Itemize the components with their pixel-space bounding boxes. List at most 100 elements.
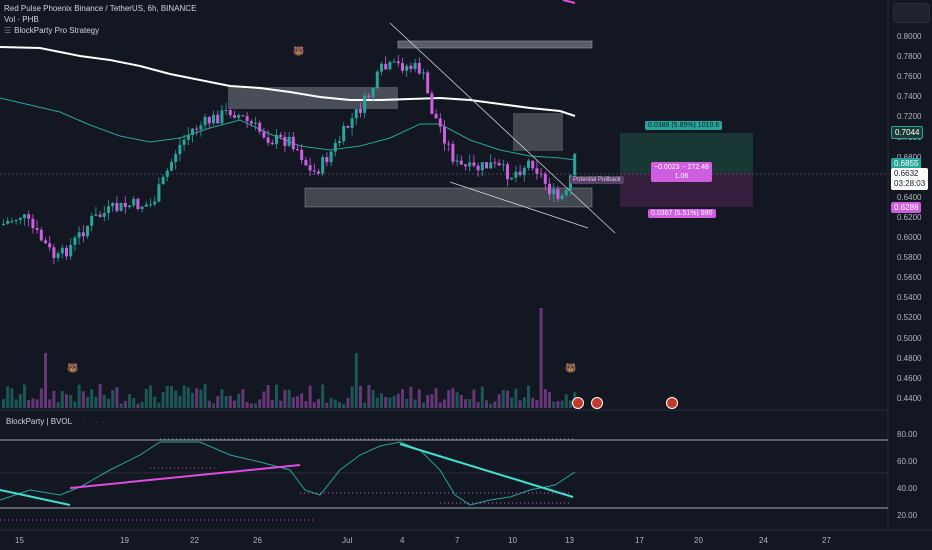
candle-body — [35, 228, 39, 230]
volume-bar — [245, 401, 249, 408]
volume-legend[interactable]: Vol · PHB — [4, 15, 39, 24]
time-axis-label: Jul — [342, 536, 353, 545]
volume-bar — [312, 402, 316, 408]
candle-body — [354, 108, 358, 119]
candle-body — [396, 61, 400, 64]
candle-body — [543, 173, 547, 184]
volume-bar — [569, 400, 572, 408]
candle-body — [69, 244, 73, 257]
symbol-title[interactable]: Red Pulse Phoenix Binance / TetherUS, 6h… — [4, 4, 197, 13]
candle-body — [86, 225, 89, 237]
candle-body — [283, 136, 287, 146]
candle-body — [241, 115, 245, 117]
volume-bar — [342, 403, 346, 408]
volume-bar — [522, 397, 526, 408]
candle-body — [522, 167, 526, 176]
volume-bar — [153, 396, 157, 408]
volume-bar — [354, 353, 358, 408]
volume-bar — [476, 402, 480, 408]
price-axis-label: 0.8000 — [897, 32, 922, 41]
volume-bar — [23, 384, 26, 408]
candle-body — [455, 160, 459, 162]
time-axis-label: 22 — [190, 536, 199, 545]
volume-bar — [270, 399, 274, 408]
candle-body — [161, 176, 165, 185]
volume-bar — [405, 398, 409, 408]
volume-bar — [413, 399, 417, 408]
price-axis-label: 0.7600 — [897, 72, 922, 82]
candle-body — [132, 198, 136, 206]
settings-icon[interactable] — [893, 3, 930, 23]
price-axis-label: 0.6400 — [897, 192, 922, 202]
candle-body — [468, 162, 472, 167]
pullback-zone — [513, 113, 563, 151]
time-axis-label: 13 — [565, 536, 574, 545]
candle-body — [514, 171, 518, 178]
bvol-axis-80: 80.00 — [897, 430, 918, 439]
volume-bar — [543, 388, 547, 408]
candle-body — [497, 162, 501, 166]
indicator-title[interactable]: BlockParty | BVOL — [6, 417, 73, 426]
volume-bar — [535, 399, 539, 408]
volume-bar — [552, 401, 556, 408]
volume-bar — [86, 396, 89, 408]
demand-zone — [304, 187, 593, 208]
volume-bar — [438, 402, 442, 408]
volume-bar — [506, 390, 509, 408]
price-axis-label: 0.7400 — [897, 92, 922, 102]
candle-body — [44, 240, 47, 244]
stop-price-tag: 0.6288 — [891, 202, 922, 213]
volume-bar — [149, 385, 152, 408]
volume-bar — [111, 390, 115, 408]
volume-bar — [539, 308, 543, 408]
us-flag-icon[interactable] — [591, 397, 603, 409]
volume-bar — [308, 385, 312, 408]
volume-bar — [170, 386, 173, 408]
volume-bar — [384, 396, 388, 408]
us-flag-icon[interactable] — [572, 397, 584, 409]
candle-body — [417, 62, 421, 74]
volume-bar — [380, 393, 383, 408]
time-axis-label: 20 — [694, 536, 703, 545]
candle-body — [564, 190, 568, 196]
bvol-line — [0, 441, 576, 506]
us-flag-icon[interactable] — [666, 397, 678, 409]
volume-bar — [422, 402, 425, 408]
volume-bar — [161, 391, 165, 408]
candle-body — [472, 162, 476, 166]
candle-body — [228, 109, 232, 116]
strategy-legend[interactable]: ☰ BlockParty Pro Strategy — [4, 26, 99, 35]
volume-bar — [174, 390, 178, 408]
volume-bar — [518, 400, 522, 408]
candle-body — [56, 253, 60, 258]
volume-bar — [69, 395, 73, 408]
candle-body — [90, 215, 94, 226]
candle-body — [14, 219, 18, 222]
time-axis-label: 26 — [253, 536, 262, 545]
price-axis-label: 0.4600 — [897, 373, 922, 383]
volume-bar — [468, 399, 472, 408]
candle-body — [459, 160, 463, 165]
bear-emoji-icon: 🐻 — [565, 363, 577, 373]
candle-body — [52, 247, 56, 258]
time-axis-label: 19 — [120, 536, 129, 545]
volume-bar — [346, 397, 350, 408]
position-middle-line1: −0.0023 − 272.48 — [654, 164, 709, 171]
candle-body — [212, 114, 215, 124]
volume-bar — [44, 353, 47, 408]
ma-line — [0, 97, 576, 161]
ema-line — [0, 46, 576, 117]
candle-body — [220, 110, 224, 124]
volume-bar — [443, 399, 446, 408]
time-axis-label: 24 — [759, 536, 768, 545]
volume-bar — [31, 398, 35, 408]
candle-body — [81, 232, 85, 237]
candle-body — [384, 63, 388, 70]
candle-body — [447, 143, 451, 145]
volume-bar — [18, 394, 22, 408]
volume-bar — [401, 389, 404, 408]
candle-body — [266, 137, 270, 143]
volume-bar — [459, 395, 463, 408]
volume-bar — [266, 385, 270, 408]
